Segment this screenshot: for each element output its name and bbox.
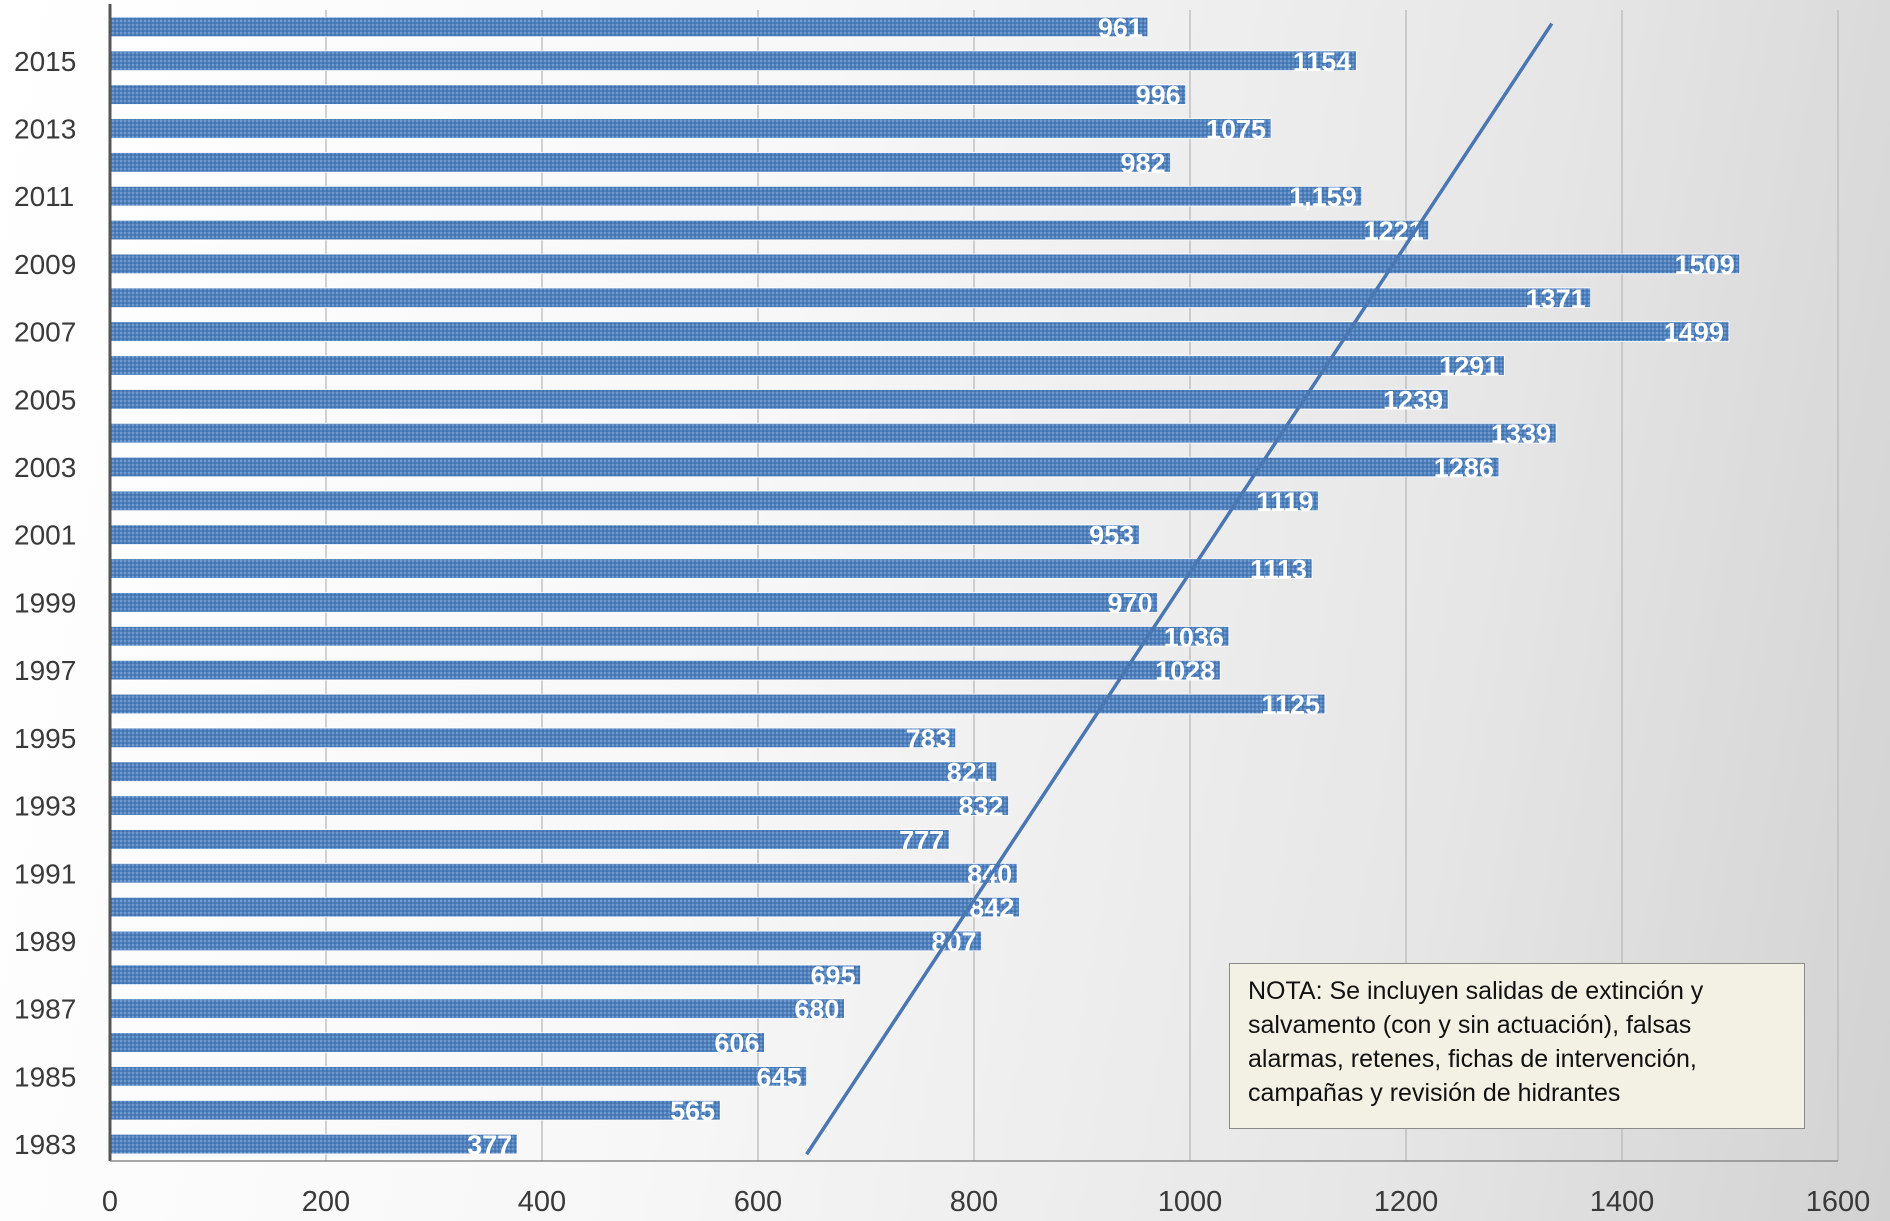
axes: 1983198519871989199119931995199719992001…	[14, 4, 1870, 1218]
data-label: 777	[899, 825, 944, 855]
bar	[109, 422, 1557, 444]
data-label: 996	[1136, 81, 1181, 111]
bar	[109, 592, 1158, 613]
bar	[109, 355, 1505, 376]
data-label: 1113	[1250, 555, 1307, 585]
data-label: 1286	[1434, 453, 1494, 483]
bar	[109, 152, 1171, 173]
data-label: 680	[794, 995, 839, 1025]
bar-series	[109, 16, 1741, 1155]
data-label: 1371	[1526, 284, 1586, 314]
bar	[109, 930, 982, 952]
y-tick-label: 1985	[14, 1061, 76, 1092]
data-label: 1,159	[1289, 182, 1357, 212]
x-tick-label: 400	[518, 1186, 566, 1218]
bar	[109, 558, 1313, 579]
y-tick-label: 2009	[14, 249, 76, 280]
data-label: 1291	[1439, 351, 1499, 381]
y-tick-label: 2005	[14, 384, 76, 415]
bar	[109, 896, 1020, 918]
note-box: NOTA: Se incluyen salidas de extinción y…	[1229, 963, 1805, 1129]
data-label: 645	[757, 1062, 802, 1092]
bar	[109, 727, 957, 749]
data-label: 1154	[1293, 47, 1352, 77]
y-tick-label: 1989	[14, 926, 76, 957]
y-tick-label: 1999	[14, 587, 76, 618]
bar	[109, 490, 1319, 512]
bar	[109, 829, 950, 850]
data-label: 1509	[1675, 250, 1735, 280]
data-label: 1036	[1164, 622, 1224, 652]
bar	[109, 1133, 518, 1155]
trendline	[805, 22, 1554, 1156]
bar	[109, 659, 1221, 681]
data-label: 1119	[1256, 487, 1313, 517]
data-label: 982	[1120, 148, 1165, 178]
y-tick-label: 2011	[14, 181, 74, 212]
bar	[109, 626, 1230, 647]
y-tick-label: 1983	[14, 1129, 76, 1160]
bar	[109, 998, 845, 1019]
y-tick-label: 1991	[14, 858, 76, 889]
data-label: 1499	[1664, 318, 1724, 348]
bar	[109, 693, 1326, 715]
x-tick-label: 1000	[1158, 1186, 1223, 1218]
bar	[109, 456, 1500, 478]
data-label: 377	[467, 1130, 512, 1160]
y-tick-label: 1987	[14, 994, 76, 1025]
data-label: 606	[714, 1029, 759, 1059]
bar	[109, 84, 1187, 105]
data-label: 953	[1089, 521, 1134, 551]
data-label: 1125	[1261, 690, 1320, 720]
bar	[109, 1100, 721, 1121]
data-label: 1239	[1383, 385, 1443, 415]
bar	[109, 761, 998, 782]
x-tick-label: 200	[302, 1186, 350, 1218]
bar	[109, 524, 1140, 545]
y-tick-label: 2003	[14, 452, 76, 483]
y-tick-label: 2001	[14, 520, 76, 551]
x-tick-label: 0	[102, 1186, 118, 1218]
bar	[109, 389, 1449, 410]
bar	[109, 1032, 765, 1053]
x-tick-label: 600	[734, 1186, 782, 1218]
x-tick-label: 1600	[1806, 1186, 1871, 1218]
data-label: 970	[1108, 588, 1153, 618]
data-label: 961	[1098, 13, 1143, 43]
trendline-line	[805, 22, 1554, 1156]
bar	[109, 964, 861, 986]
bar	[109, 863, 1018, 884]
data-label: 695	[811, 961, 856, 991]
data-label: 1028	[1155, 656, 1215, 686]
y-tick-label: 1995	[14, 723, 76, 754]
bar	[109, 1066, 807, 1087]
bar	[109, 118, 1272, 139]
data-labels: 3775656456066806958078428407778328217831…	[467, 13, 1735, 1160]
y-tick-label: 1993	[14, 791, 76, 822]
bar	[109, 50, 1357, 71]
x-tick-label: 1200	[1374, 1186, 1439, 1218]
bar	[109, 219, 1430, 241]
bar	[109, 253, 1741, 275]
bar	[109, 795, 1009, 816]
bar	[109, 185, 1363, 207]
bar	[109, 321, 1730, 342]
data-label: 832	[958, 792, 1003, 822]
x-tick-label: 1400	[1590, 1186, 1655, 1218]
x-tick-label: 800	[950, 1186, 998, 1218]
y-tick-label: 2013	[14, 113, 76, 144]
bar	[109, 16, 1149, 38]
data-label: 783	[906, 724, 951, 754]
data-label: 565	[670, 1096, 715, 1126]
data-label: 1075	[1206, 114, 1266, 144]
data-label: 1339	[1491, 419, 1551, 449]
data-label: 821	[947, 758, 992, 788]
y-tick-label: 2015	[14, 46, 76, 77]
y-tick-label: 1997	[14, 655, 76, 686]
y-tick-label: 2007	[14, 317, 76, 348]
